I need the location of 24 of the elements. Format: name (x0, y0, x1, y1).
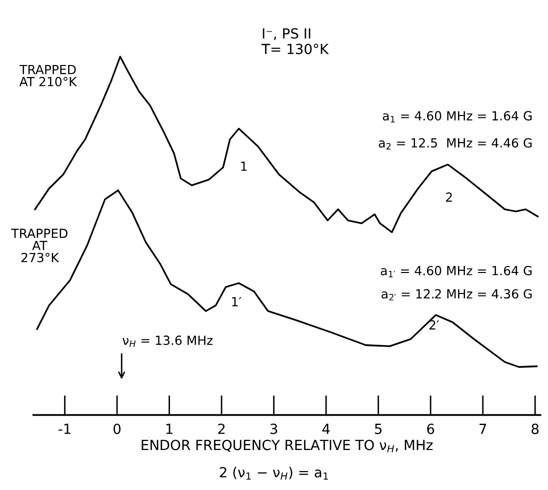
x-tick-label: 5 (374, 424, 382, 434)
annotation: 2 (446, 192, 452, 202)
x-tick-label: 3 (270, 424, 278, 434)
x-axis-title: ENDOR FREQUENCY RELATIVE TO ν$_{H}$, MHz (142, 440, 433, 452)
annotation: a$_{2′}$ = 12.2 MHz = 4.36 G (382, 289, 532, 300)
chart-title: I⁻, PS II T= 130°K (261, 28, 329, 54)
x-tick-label: 6 (427, 424, 434, 434)
annotation: 1 (241, 162, 247, 171)
annotation: a$_{1′}$ = 4.60 MHz = 1.64 G (380, 266, 532, 278)
annotation: a$_{1}$ = 4.60 MHz = 1.64 G (382, 111, 532, 122)
x-tick-label: 7 (480, 424, 486, 434)
x-tick-label: 2 (218, 424, 225, 434)
annotation: ν$_{H}$ = 13.6 MHz (122, 336, 213, 347)
text: TRAPPED AT 210°K (19, 64, 78, 86)
x-tick-label: 8 (532, 424, 539, 434)
x-tick-label: -1 (58, 424, 70, 434)
annotation: 2′ (429, 320, 439, 330)
series-label: TRAPPED AT 273°K (11, 228, 68, 262)
x-tick-label: 1 (166, 424, 172, 434)
annotation: a$_{2}$ = 12.5 MHz = 4.46 G (378, 138, 532, 150)
text: 2 (ν$_{1}$ − ν$_{H}$) = a$_{1}$ (220, 466, 328, 480)
x-tick-label: 4 (322, 424, 330, 434)
annotation: 1′ (232, 297, 242, 306)
x-tick-label: 0 (114, 424, 121, 434)
